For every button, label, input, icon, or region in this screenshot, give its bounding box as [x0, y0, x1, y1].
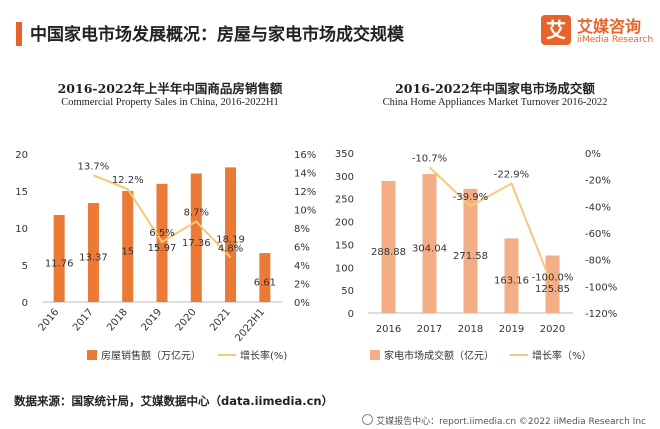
chart2-y2-tick: -40% [585, 202, 611, 213]
chart2-y-tick: 300 [335, 172, 354, 183]
chart1-bar-label: 15 [121, 247, 134, 258]
chart1-growth-label: 6.5% [149, 228, 174, 239]
chart1-y2-tick: 2% [294, 280, 310, 291]
chart2-bar [422, 174, 437, 313]
chart1-x-tick: 2017 [71, 307, 96, 334]
chart1-x-tick: 2018 [105, 307, 130, 334]
chart1-bar-label: 6.61 [254, 278, 276, 289]
chart1-bar-label: 18.19 [216, 235, 245, 246]
chart2-y-tick: 150 [335, 240, 354, 251]
chart1-bar-label: 15.97 [148, 243, 177, 254]
footer-copyright-text: 艾媒报告中心：report.iimedia.cn ©2022 iiMedia R… [376, 417, 646, 427]
logo-text-en: iiMedia Research [577, 35, 654, 45]
footer-copyright: 艾媒报告中心：report.iimedia.cn ©2022 iiMedia R… [362, 414, 646, 427]
chart2-bar-label: 271.58 [453, 251, 488, 262]
chart2-y-tick: 350 [335, 149, 354, 160]
logo-text-cn: 艾媒咨询 [577, 17, 642, 36]
chart1-bar [87, 203, 99, 302]
chart1-y2-tick: 4% [294, 261, 310, 272]
chart1-x-tick: 2020 [174, 307, 199, 334]
chart1-subtitle: Commercial Property Sales in China, 2016… [61, 97, 279, 108]
chart2-x-tick: 2019 [499, 324, 524, 335]
chart1-y2-tick: 10% [294, 206, 316, 217]
chart2-y2-tick: 0% [585, 149, 601, 160]
chart1-y-tick: 20 [15, 150, 28, 161]
chart2-y-tick: 50 [341, 286, 354, 297]
chart1-legend-line-label: 增长率(%) [240, 349, 287, 362]
chart1-x-tick: 2019 [140, 307, 165, 334]
chart1-y2-tick: 8% [294, 224, 310, 235]
chart1-y-tick: 0 [22, 298, 28, 309]
chart2-y-tick: 250 [335, 195, 354, 206]
chart1-bar [53, 214, 65, 302]
chart2-growth-label: -22.9% [494, 170, 529, 181]
chart2-subtitle: China Home Appliances Market Turnover 20… [382, 97, 608, 108]
chart1-y2-tick: 12% [294, 187, 316, 198]
chart2-y2-tick: -20% [585, 176, 611, 187]
page-title: 中国家电市场发展概况：房屋与家电市场成交规模 [30, 25, 404, 45]
chart2-y-tick: 0 [348, 309, 354, 320]
chart1-y2-tick: 16% [294, 150, 316, 161]
chart1-bar [225, 167, 237, 302]
chart1-growth-label: 13.7% [78, 161, 110, 172]
chart1-bar [259, 253, 271, 302]
chart1-bar-label: 11.76 [45, 258, 74, 269]
chart1-y-tick: 15 [15, 187, 28, 198]
chart2-bar-label: 163.16 [494, 276, 529, 287]
chart2-growth-line [428, 166, 554, 287]
chart2-y-tick: 100 [335, 263, 354, 274]
chart2-growth-label: -39.9% [453, 192, 488, 203]
chart2-y-tick: 200 [335, 218, 354, 229]
chart1-y2-tick: 6% [294, 243, 310, 254]
chart2-y2-tick: -120% [585, 309, 617, 320]
chart2-bar-label: 125.85 [535, 284, 570, 295]
report-center-icon [362, 414, 374, 425]
chart2-bar-label: 304.04 [412, 244, 447, 255]
iimedia-logo: 艾 艾媒咨询 iiMedia Research [541, 13, 654, 53]
chart2-x-tick: 2016 [376, 324, 401, 335]
chart2-legend-line-label: 增长率（%） [532, 349, 592, 362]
chart1-bar-label: 17.36 [182, 238, 211, 249]
data-source: 数据来源：国家统计局，艾媒数据中心（data.iimedia.cn） [14, 394, 334, 408]
chart1-property-sales: 0 5 10 15 20 0% 2% 4% 6% 8% 10% 12% 14% 16% 11.76 13.37… [15, 150, 316, 362]
chart2-bar-label: 288.88 [371, 247, 406, 258]
chart2-y2-tick: -80% [585, 256, 611, 267]
chart2-y2-tick: -100% [585, 282, 617, 293]
chart1-y2-tick: 0% [294, 298, 310, 309]
chart2-growth-label: -100.0% [532, 272, 574, 283]
chart2-x-tick: 2018 [458, 324, 483, 335]
chart2-legend-bar-label: 家电市场成交额（亿元） [384, 349, 494, 362]
chart1-x-tick: 2016 [37, 307, 62, 334]
chart1-y-tick: 5 [22, 261, 28, 272]
chart2-y2-tick: -60% [585, 229, 611, 240]
chart1-title: 2016-2022年上半年中国商品房销售额 [57, 81, 283, 96]
chart1-bar [122, 191, 134, 302]
chart1-legend-bar-swatch [87, 350, 97, 360]
logo-mark-icon: 艾 [541, 15, 571, 45]
chart1-y2-tick: 14% [294, 169, 316, 180]
chart1-bar-label: 13.37 [79, 253, 108, 264]
chart1-x-tick: 2022H1 [233, 307, 267, 344]
title-accent-bar [16, 22, 22, 46]
chart1-legend-bar-label: 房屋销售额（万亿元） [101, 349, 201, 362]
chart1-y-tick: 10 [15, 224, 28, 235]
chart2-x-tick: 2020 [540, 324, 565, 335]
chart2-growth-label: -10.7% [412, 153, 447, 164]
chart1-growth-line [93, 174, 232, 259]
chart1-x-tick: 2021 [208, 307, 233, 334]
chart2-x-tick: 2017 [417, 324, 442, 335]
chart2-bar [504, 238, 519, 313]
chart2-legend-bar-swatch [370, 350, 380, 360]
chart2-bar [381, 180, 396, 313]
chart2-title: 2016-2022年中国家电市场成交额 [395, 81, 595, 96]
chart2-bar [463, 188, 478, 313]
chart1-growth-label: 4.8% [218, 244, 243, 255]
chart1-growth-label: 8.7% [184, 208, 209, 219]
chart2-appliance-turnover: 0 50 100 150 200 250 300 350 -120% -100% -80% -60% -… [335, 149, 617, 362]
chart1-bar [190, 173, 202, 302]
chart1-growth-label: 12.2% [112, 175, 144, 186]
